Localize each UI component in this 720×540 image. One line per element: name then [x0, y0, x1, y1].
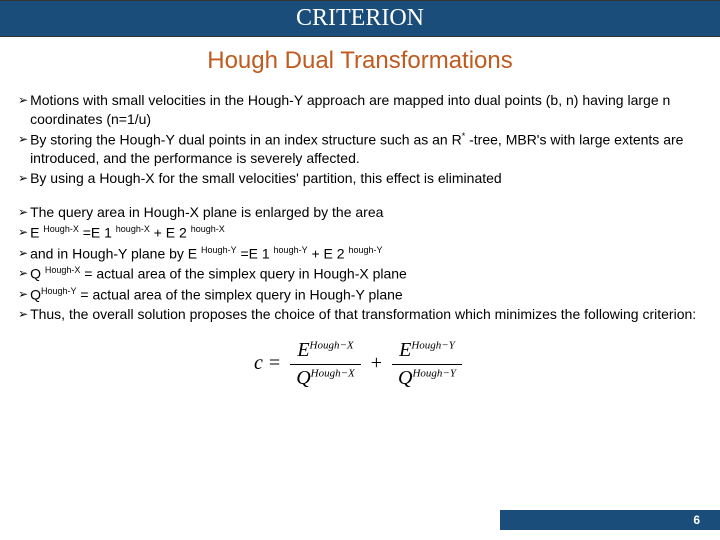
bullet-3: ➢ By using a Hough-X for the small veloc…: [18, 169, 702, 188]
bullet-6: ➢ and in Hough-Y plane by E Hough-Y =E 1…: [18, 244, 702, 264]
content-block-1: ➢ Motions with small velocities in the H…: [0, 91, 720, 324]
bullet-7: ➢ Q Hough-X = actual area of the simplex…: [18, 264, 702, 284]
fraction-2: EHough−YQHough−Y: [392, 339, 462, 390]
bullet-icon: ➢: [18, 264, 28, 282]
bullet-text: Motions with small velocities in the Hou…: [30, 91, 702, 129]
subtitle: Hough Dual Transformations: [0, 37, 720, 91]
bullet-icon: ➢: [18, 305, 28, 323]
formula: c=EHough−XQHough−X+EHough−YQHough−Y: [0, 325, 720, 404]
bullet-text: and in Hough-Y plane by E Hough-Y =E 1 h…: [30, 244, 702, 264]
bullet-icon: ➢: [18, 223, 28, 241]
bullet-8: ➢ QHough-Y = actual area of the simplex …: [18, 285, 702, 305]
title-text: CRITERION: [296, 5, 424, 31]
bullet-9: ➢ Thus, the overall solution proposes th…: [18, 305, 702, 324]
bullet-text: E Hough-X =E 1 hough-X + E 2 hough-X: [30, 223, 702, 243]
footer-bar: 6: [500, 510, 720, 530]
bullet-text: QHough-Y = actual area of the simplex qu…: [30, 285, 702, 305]
bullet-icon: ➢: [18, 285, 28, 303]
bullet-4: ➢ The query area in Hough-X plane is enl…: [18, 203, 702, 222]
bullet-icon: ➢: [18, 169, 28, 187]
title-bar: CRITERION: [0, 0, 720, 37]
bullet-icon: ➢: [18, 244, 28, 262]
bullet-text: The query area in Hough-X plane is enlar…: [30, 203, 702, 222]
bullet-text: Q Hough-X = actual area of the simplex q…: [30, 264, 702, 284]
page-number: 6: [685, 511, 708, 529]
bullet-text: By storing the Hough-Y dual points in an…: [30, 130, 702, 168]
bullet-2: ➢ By storing the Hough-Y dual points in …: [18, 130, 702, 168]
fraction-1: EHough−XQHough−X: [290, 339, 361, 390]
bullet-text: By using a Hough-X for the small velocit…: [30, 169, 702, 188]
bullet-text: Thus, the overall solution proposes the …: [30, 305, 702, 324]
bullet-1: ➢ Motions with small velocities in the H…: [18, 91, 702, 129]
bullet-icon: ➢: [18, 130, 28, 148]
bullet-icon: ➢: [18, 203, 28, 221]
formula-c: c: [254, 352, 263, 374]
bullet-5: ➢ E Hough-X =E 1 hough-X + E 2 hough-X: [18, 223, 702, 243]
bullet-icon: ➢: [18, 91, 28, 109]
